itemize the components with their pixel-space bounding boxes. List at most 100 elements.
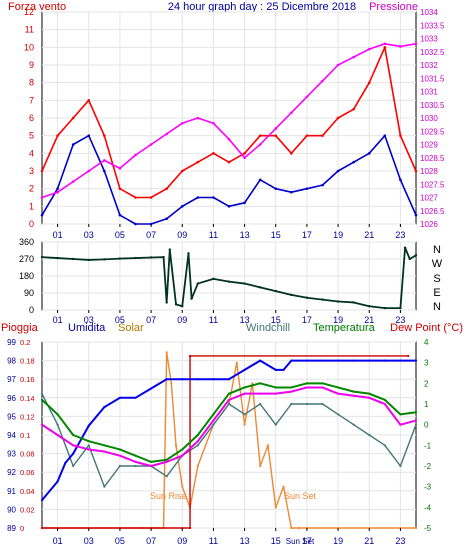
x-tick-label: 13 (240, 315, 250, 325)
y-right-tick-label: 1029 (420, 141, 438, 150)
wind-point (399, 178, 402, 182)
direction-point (162, 255, 165, 259)
pressure-point (367, 47, 371, 51)
pressure-point (243, 156, 246, 160)
humidity-point (383, 359, 386, 362)
dewpoint-point (321, 386, 324, 389)
dewpoint-point (149, 464, 153, 468)
x-tick-label: 23 (395, 230, 405, 240)
y-humidity-tick-label: 89 (7, 524, 16, 533)
y-temp-tick-label: 1 (424, 400, 429, 409)
top-grid (42, 11, 416, 225)
y-rain-tick-label: 0.14 (20, 394, 35, 403)
y-right-tick-label: 1032.5 (420, 48, 445, 57)
direction-point (403, 246, 407, 249)
dewpoint-point (368, 396, 371, 399)
gust-point (165, 187, 168, 190)
humidity-point (87, 424, 90, 427)
dewpoint-point (56, 433, 59, 437)
y-left-tick-label: 0 (29, 219, 34, 229)
pressure-point (227, 137, 231, 141)
gust-point (414, 169, 418, 173)
y-humidity-tick-label: 92 (7, 468, 16, 477)
pressure-point (399, 45, 402, 48)
direction-point (196, 282, 200, 285)
gust-point (321, 134, 324, 137)
y-temp-tick-label: -1 (424, 441, 432, 450)
direction-point (321, 298, 324, 301)
x-tick-label: 03 (84, 315, 94, 325)
humidity-point (243, 368, 246, 371)
pressure-point (383, 42, 387, 46)
gust-point (243, 152, 246, 155)
windchill-label: Windchill (246, 322, 290, 334)
windchill-point (227, 402, 231, 406)
wind-point (243, 201, 246, 205)
bottom-series (40, 351, 418, 530)
solar-point (298, 526, 301, 530)
wind-point (321, 183, 324, 187)
dewpoint-point (118, 454, 122, 457)
dewpoint-point (181, 454, 184, 457)
solar-point (196, 464, 199, 468)
y-humidity-tick-label: 97 (7, 375, 16, 384)
temperature-point (305, 382, 309, 385)
temperature-point (274, 386, 277, 389)
x-tick-label: 01 (53, 230, 63, 240)
humidity-point (274, 368, 277, 371)
gust-point (274, 134, 278, 137)
wind-point (305, 187, 309, 190)
x-tick-label: 15 (271, 230, 281, 240)
y-rain-tick-label: 0.08 (20, 450, 35, 459)
bottom-axes: 89 90 91 92 93 94 95 96 97 98 99 0 0.02 0.04 0.06 0.08 0… (7, 338, 432, 546)
solar-point (414, 526, 418, 530)
temperature-point (118, 448, 122, 451)
dewpoint-point (103, 450, 106, 453)
y-humidity-tick-label: 98 (7, 357, 16, 366)
direction-point (56, 256, 59, 260)
solar-point (274, 506, 277, 509)
solar-point (259, 464, 262, 468)
y-tick-label: 0 (29, 305, 34, 315)
y-humidity-tick-label: 96 (7, 394, 16, 403)
y-left-tick-label: 1 (29, 201, 34, 211)
pressure-point (305, 95, 309, 99)
wind-point (134, 222, 137, 226)
y-humidity-tick-label: 94 (7, 431, 16, 440)
temperature-point (149, 460, 153, 463)
solar-point (266, 444, 270, 447)
temperature-point (165, 458, 168, 461)
pressure-point (118, 167, 122, 170)
dewpoint-point (399, 423, 402, 426)
temperature-point (336, 386, 340, 389)
windchill-point (118, 464, 122, 468)
dewpoint-point (414, 419, 418, 422)
y-temp-tick-label: 0 (424, 421, 429, 430)
dewpoint-point (212, 419, 215, 422)
direction-point (399, 306, 402, 310)
y-humidity-tick-label: 95 (7, 412, 16, 421)
wind-point (118, 213, 122, 217)
gust-point (336, 116, 340, 120)
y-right-tick-label: 1028 (420, 167, 438, 176)
y-right-tick-label: 1033.5 (420, 21, 445, 30)
y-left-tick-label: 12 (24, 7, 34, 17)
wind-point (258, 178, 262, 182)
pressure-point (56, 190, 59, 194)
x-tick-label: 23 (395, 315, 405, 325)
y-rain-tick-label: 0.2 (20, 338, 30, 347)
windchill-point (87, 444, 90, 447)
windchill-point (56, 423, 59, 426)
dewpoint-point (383, 402, 386, 406)
x-tick-label: 21 (364, 230, 374, 240)
humidity-point (259, 359, 262, 362)
temperature-point (243, 386, 246, 389)
wind-point (274, 187, 278, 190)
dewpoint-point (243, 392, 246, 395)
humidity-point (321, 359, 324, 362)
y-right-tick-label: 1026 (420, 220, 438, 229)
temperature-point (134, 454, 137, 457)
wind-point (87, 134, 91, 137)
y-temp-tick-label: 3 (424, 359, 429, 368)
